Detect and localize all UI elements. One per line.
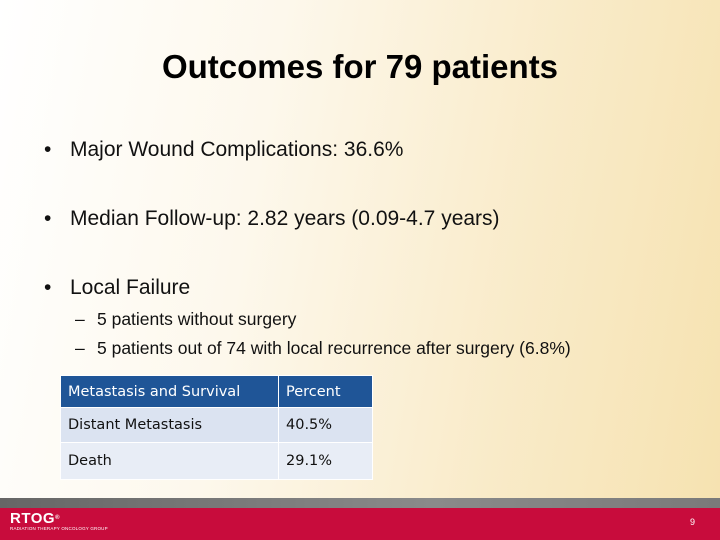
table-row: Distant Metastasis 40.5%	[60, 407, 373, 443]
sub-bullet-text: 5 patients without surgery	[97, 309, 297, 329]
table-cell: Distant Metastasis	[60, 407, 279, 443]
bullet-dot: •	[44, 276, 52, 299]
table-cell: 29.1%	[278, 442, 373, 480]
table-header-cell: Percent	[278, 375, 373, 408]
bullet-text: Median Follow-up: 2.82 years (0.09-4.7 y…	[70, 207, 500, 230]
bullet-dot: •	[44, 138, 52, 161]
table-header-cell: Metastasis and Survival	[60, 375, 279, 408]
logo-registered-mark: ®	[55, 515, 60, 521]
bullet-item: • Major Wound Complications: 36.6%	[44, 138, 403, 162]
footer-bar: RTOG® RADIATION THERAPY ONCOLOGY GROUP 9	[0, 508, 720, 540]
sub-bullet-item: –5 patients out of 74 with local recurre…	[75, 338, 571, 359]
sub-bullet-item: –5 patients without surgery	[75, 309, 296, 330]
sub-bullet-dash: –	[75, 309, 85, 329]
bullet-item: • Local Failure	[44, 276, 190, 300]
table-row: Death 29.1%	[60, 442, 373, 480]
page-number: 9	[689, 517, 695, 527]
table-header-row: Metastasis and Survival Percent	[60, 375, 373, 408]
table-cell: 40.5%	[278, 407, 373, 443]
slide-title: Outcomes for 79 patients	[161, 48, 559, 85]
sub-bullet-text: 5 patients out of 74 with local recurren…	[97, 338, 571, 358]
logo-text: RTOG	[10, 510, 56, 527]
logo-subtitle: RADIATION THERAPY ONCOLOGY GROUP	[10, 526, 108, 531]
table-cell: Death	[60, 442, 279, 480]
outcomes-table: Metastasis and Survival Percent Distant …	[60, 375, 373, 480]
rtog-logo: RTOG® RADIATION THERAPY ONCOLOGY GROUP	[10, 511, 108, 531]
bullet-text: Local Failure	[70, 276, 191, 299]
bullet-item: • Median Follow-up: 2.82 years (0.09-4.7 …	[44, 207, 500, 231]
bullet-text: Major Wound Complications: 36.6%	[70, 138, 404, 161]
sub-bullet-dash: –	[75, 338, 85, 358]
bullet-dot: •	[44, 207, 52, 230]
footer-divider	[0, 498, 720, 508]
